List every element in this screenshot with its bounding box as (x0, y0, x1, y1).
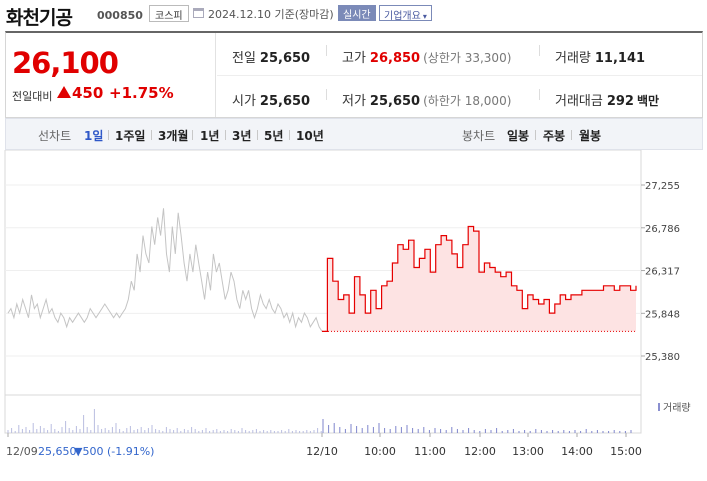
tab-period-1w[interactable]: 1주일 (115, 129, 146, 143)
line-chart-label: 선차트 (38, 129, 72, 143)
market-badge: 코스피 (149, 5, 189, 22)
y-tick-label: 27,255 (645, 181, 680, 192)
current-price-panel: 26,100 전일대비 450 +1.75% (6, 33, 216, 117)
current-price: 26,100 (12, 46, 119, 80)
tab-period-3m[interactable]: 3개월 (158, 129, 189, 143)
stat-value: 25,650 (259, 94, 311, 109)
divider (539, 45, 540, 56)
stat-amount: 거래대금 292 백만 (555, 90, 659, 109)
company-info-button[interactable]: 기업개요 ▾ (379, 5, 432, 22)
change-label: 전일대비 (12, 90, 53, 103)
date-text: 2024.12.10 기준(장마감) (208, 8, 334, 21)
divider (326, 89, 327, 100)
y-tick-label: 26,317 (645, 267, 680, 278)
today-area-fill (322, 226, 636, 332)
tab-period-5y[interactable]: 5년 (264, 129, 284, 143)
stat-value: 25,650 (259, 51, 311, 66)
y-tick-label: 25,380 (645, 352, 680, 363)
stat-value: 11,141 (594, 51, 646, 66)
live-badge[interactable]: 실시간 (338, 5, 376, 21)
stat-value: 25,650 (369, 94, 421, 109)
stat-high: 고가 26,850 (상한가 33,300) (342, 47, 511, 66)
divider (108, 130, 109, 140)
calendar-icon (193, 8, 204, 18)
volume-legend-label: 거래량 (663, 402, 691, 414)
stat-low: 저가 25,650 (하한가 18,000) (342, 90, 511, 109)
price-summary: 26,100 전일대비 450 +1.75% 전일 25,650 고가 26,850… (5, 31, 703, 118)
stat-limit: (하한가 18,000) (423, 94, 512, 108)
stat-volume: 거래량 11,141 (555, 47, 645, 66)
divider (539, 89, 540, 100)
candle-chart-label: 봉차트 (462, 129, 496, 143)
company-info-label: 기업개요 (384, 11, 421, 22)
up-triangle-icon (57, 86, 71, 98)
divider (289, 130, 290, 140)
stat-label: 거래량 (555, 51, 591, 66)
x-tick-label: 14:00 (561, 445, 593, 458)
stat-value: 26,850 (369, 51, 421, 66)
tab-period-1y[interactable]: 1년 (200, 129, 220, 143)
footer-prev-close: 25,650 (38, 445, 77, 458)
stock-header: 화천기공 000850 코스피 2024.12.10 기준(장마감) 실시간 기… (0, 0, 707, 30)
stat-label: 시가 (232, 94, 256, 109)
stat-unit: 백만 (636, 94, 660, 108)
x-tick-label: 12:00 (464, 445, 496, 458)
stock-name: 화천기공 (6, 7, 73, 29)
divider (192, 130, 193, 140)
stat-label: 고가 (342, 51, 366, 66)
change-value: 450 (72, 84, 104, 102)
divider (571, 130, 572, 140)
stat-value: 292 (606, 94, 634, 109)
divider (326, 45, 327, 56)
stat-label: 전일 (232, 51, 256, 66)
divider (151, 130, 152, 140)
stat-prev-close: 전일 25,650 (232, 47, 310, 66)
tab-candle-weekly[interactable]: 주봉 (543, 129, 566, 143)
x-tick-label: 15:00 (610, 445, 642, 458)
row-divider (217, 75, 702, 76)
today-series-line (322, 225, 637, 332)
stat-open: 시가 25,650 (232, 90, 310, 109)
tab-candle-monthly[interactable]: 월봉 (579, 129, 602, 143)
volume-legend-swatch (658, 403, 660, 411)
y-tick-label: 25,848 (645, 309, 680, 320)
stat-label: 저가 (342, 94, 366, 109)
chart-toolbar: 선차트 1일 1주일 3개월 1년 3년 5년 10년 봉차트 일봉 주봉 월봉 (5, 118, 703, 150)
tab-candle-daily[interactable]: 일봉 (507, 129, 530, 143)
x-tick-label: 12/10 (306, 445, 338, 458)
chart-frame (4, 149, 642, 434)
tab-period-1d[interactable]: 1일 (84, 129, 104, 143)
tab-period-3y[interactable]: 3년 (232, 129, 252, 143)
divider (535, 130, 536, 140)
x-tick-label: 13:00 (512, 445, 544, 458)
tab-period-10y[interactable]: 10년 (296, 129, 324, 143)
stock-code: 000850 (97, 9, 143, 22)
stat-label: 거래대금 (555, 94, 603, 109)
chart-canvas: 27,255 26,786 26,317 25,848 25,380 12/10 10:0… (4, 149, 691, 458)
chevron-down-icon: ▾ (422, 12, 427, 21)
divider (257, 130, 258, 140)
price-chart[interactable]: 27,255 26,786 26,317 25,848 25,380 12/10 10:0… (0, 149, 707, 481)
footer-prev-date: 12/09 (6, 445, 38, 458)
change-percent: +1.75% (109, 84, 174, 102)
footer-prev-change: ▼500 (-1.91%) (74, 445, 154, 458)
divider (225, 130, 226, 140)
prev-day-series-line (7, 208, 323, 332)
x-tick-label: 11:00 (414, 445, 446, 458)
stat-limit: (상한가 33,300) (423, 51, 512, 65)
x-tick-label: 10:00 (364, 445, 396, 458)
y-tick-label: 26,786 (645, 224, 680, 235)
